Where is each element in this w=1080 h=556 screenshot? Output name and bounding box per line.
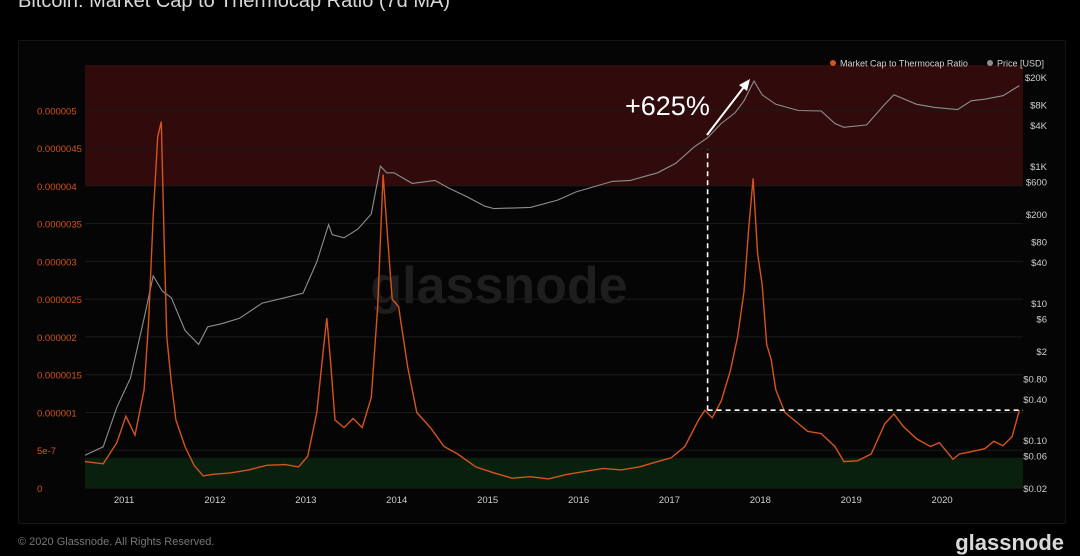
right-tick-label: $8K	[1030, 100, 1048, 111]
x-tick-label: 2018	[750, 495, 771, 506]
copyright: © 2020 Glassnode. All Rights Reserved.	[18, 536, 215, 548]
left-tick-label: 0.000001	[37, 408, 77, 419]
left-tick-label: 0.0000045	[37, 144, 82, 155]
right-tick-label: $0.02	[1023, 484, 1047, 495]
price-line	[84, 79, 1020, 456]
legend-label-price[interactable]: Price [USD]	[997, 59, 1044, 69]
top-band	[85, 65, 1023, 186]
x-tick-label: 2016	[568, 495, 589, 506]
x-tick-label: 2012	[204, 495, 225, 506]
left-tick-label: 0.000005	[37, 106, 77, 117]
brand-logo: glassnode	[955, 530, 1064, 555]
right-tick-label: $4K	[1030, 121, 1048, 132]
left-tick-label: 0.0000015	[37, 371, 82, 382]
ratio-line	[84, 121, 1021, 480]
legend-marker-price	[987, 60, 993, 66]
right-tick-label: $600	[1026, 177, 1047, 188]
arrow-head-icon	[739, 79, 750, 91]
left-tick-label: 0.0000025	[37, 295, 82, 306]
right-tick-label: $6	[1036, 314, 1047, 325]
chart-canvas: glassnode 0 5e-7 0.000001 0.0000015 0.000002…	[37, 59, 1048, 507]
x-tick-label: 2020	[932, 495, 953, 506]
x-tick-label: 2011	[114, 495, 134, 506]
bottom-band	[85, 457, 1023, 488]
watermark: glassnode	[370, 257, 627, 315]
right-tick-label: $0.10	[1023, 436, 1047, 447]
right-tick-label: $0.40	[1023, 395, 1047, 406]
right-tick-label: $10	[1031, 299, 1047, 310]
x-tick-label: 2015	[477, 495, 498, 506]
left-tick-label: 0	[37, 484, 42, 495]
left-tick-label: 0.000004	[37, 182, 77, 193]
x-tick-label: 2019	[841, 495, 862, 506]
left-tick-label: 5e-7	[37, 446, 56, 457]
right-axis: $0.02 $0.06 $0.10 $0.40 $0.80 $2 $6 $10 $40 $80 $2…	[1023, 73, 1047, 495]
x-tick-label: 2014	[386, 495, 407, 506]
legend[interactable]: Market Cap to Thermocap Ratio Price [USD…	[830, 59, 1044, 69]
legend-label-ratio[interactable]: Market Cap to Thermocap Ratio	[840, 59, 968, 69]
x-axis: 2011 2012 2013 2014 2015 2016 2017 2018 2019 2020	[114, 495, 953, 506]
right-tick-label: $2	[1036, 347, 1047, 358]
annotation-label: +625%	[625, 91, 710, 121]
right-tick-label: $200	[1026, 210, 1047, 221]
legend-marker-ratio	[830, 60, 836, 66]
growth-arrow	[706, 82, 748, 136]
right-tick-label: $40	[1031, 258, 1047, 269]
right-tick-label: $1K	[1030, 162, 1048, 173]
x-tick-label: 2017	[659, 495, 680, 506]
chart-panel: glassnode 0 5e-7 0.000001 0.0000015 0.000002…	[18, 40, 1066, 524]
left-axis: 0 5e-7 0.000001 0.0000015 0.000002 0.0000025 0…	[37, 106, 82, 495]
grid	[85, 109, 1023, 489]
left-tick-label: 0.000002	[37, 333, 77, 344]
right-tick-label: $0.06	[1023, 451, 1047, 462]
right-tick-label: $0.80	[1023, 374, 1047, 385]
left-tick-label: 0.000003	[37, 257, 77, 268]
left-tick-label: 0.0000035	[37, 220, 82, 231]
right-tick-label: $80	[1031, 237, 1047, 248]
annotation: +625%	[625, 79, 1023, 411]
page-title: Bitcoin: Market Cap to Thermocap Ratio (…	[18, 0, 451, 12]
x-tick-label: 2013	[295, 495, 316, 506]
right-tick-label: $20K	[1025, 73, 1048, 84]
